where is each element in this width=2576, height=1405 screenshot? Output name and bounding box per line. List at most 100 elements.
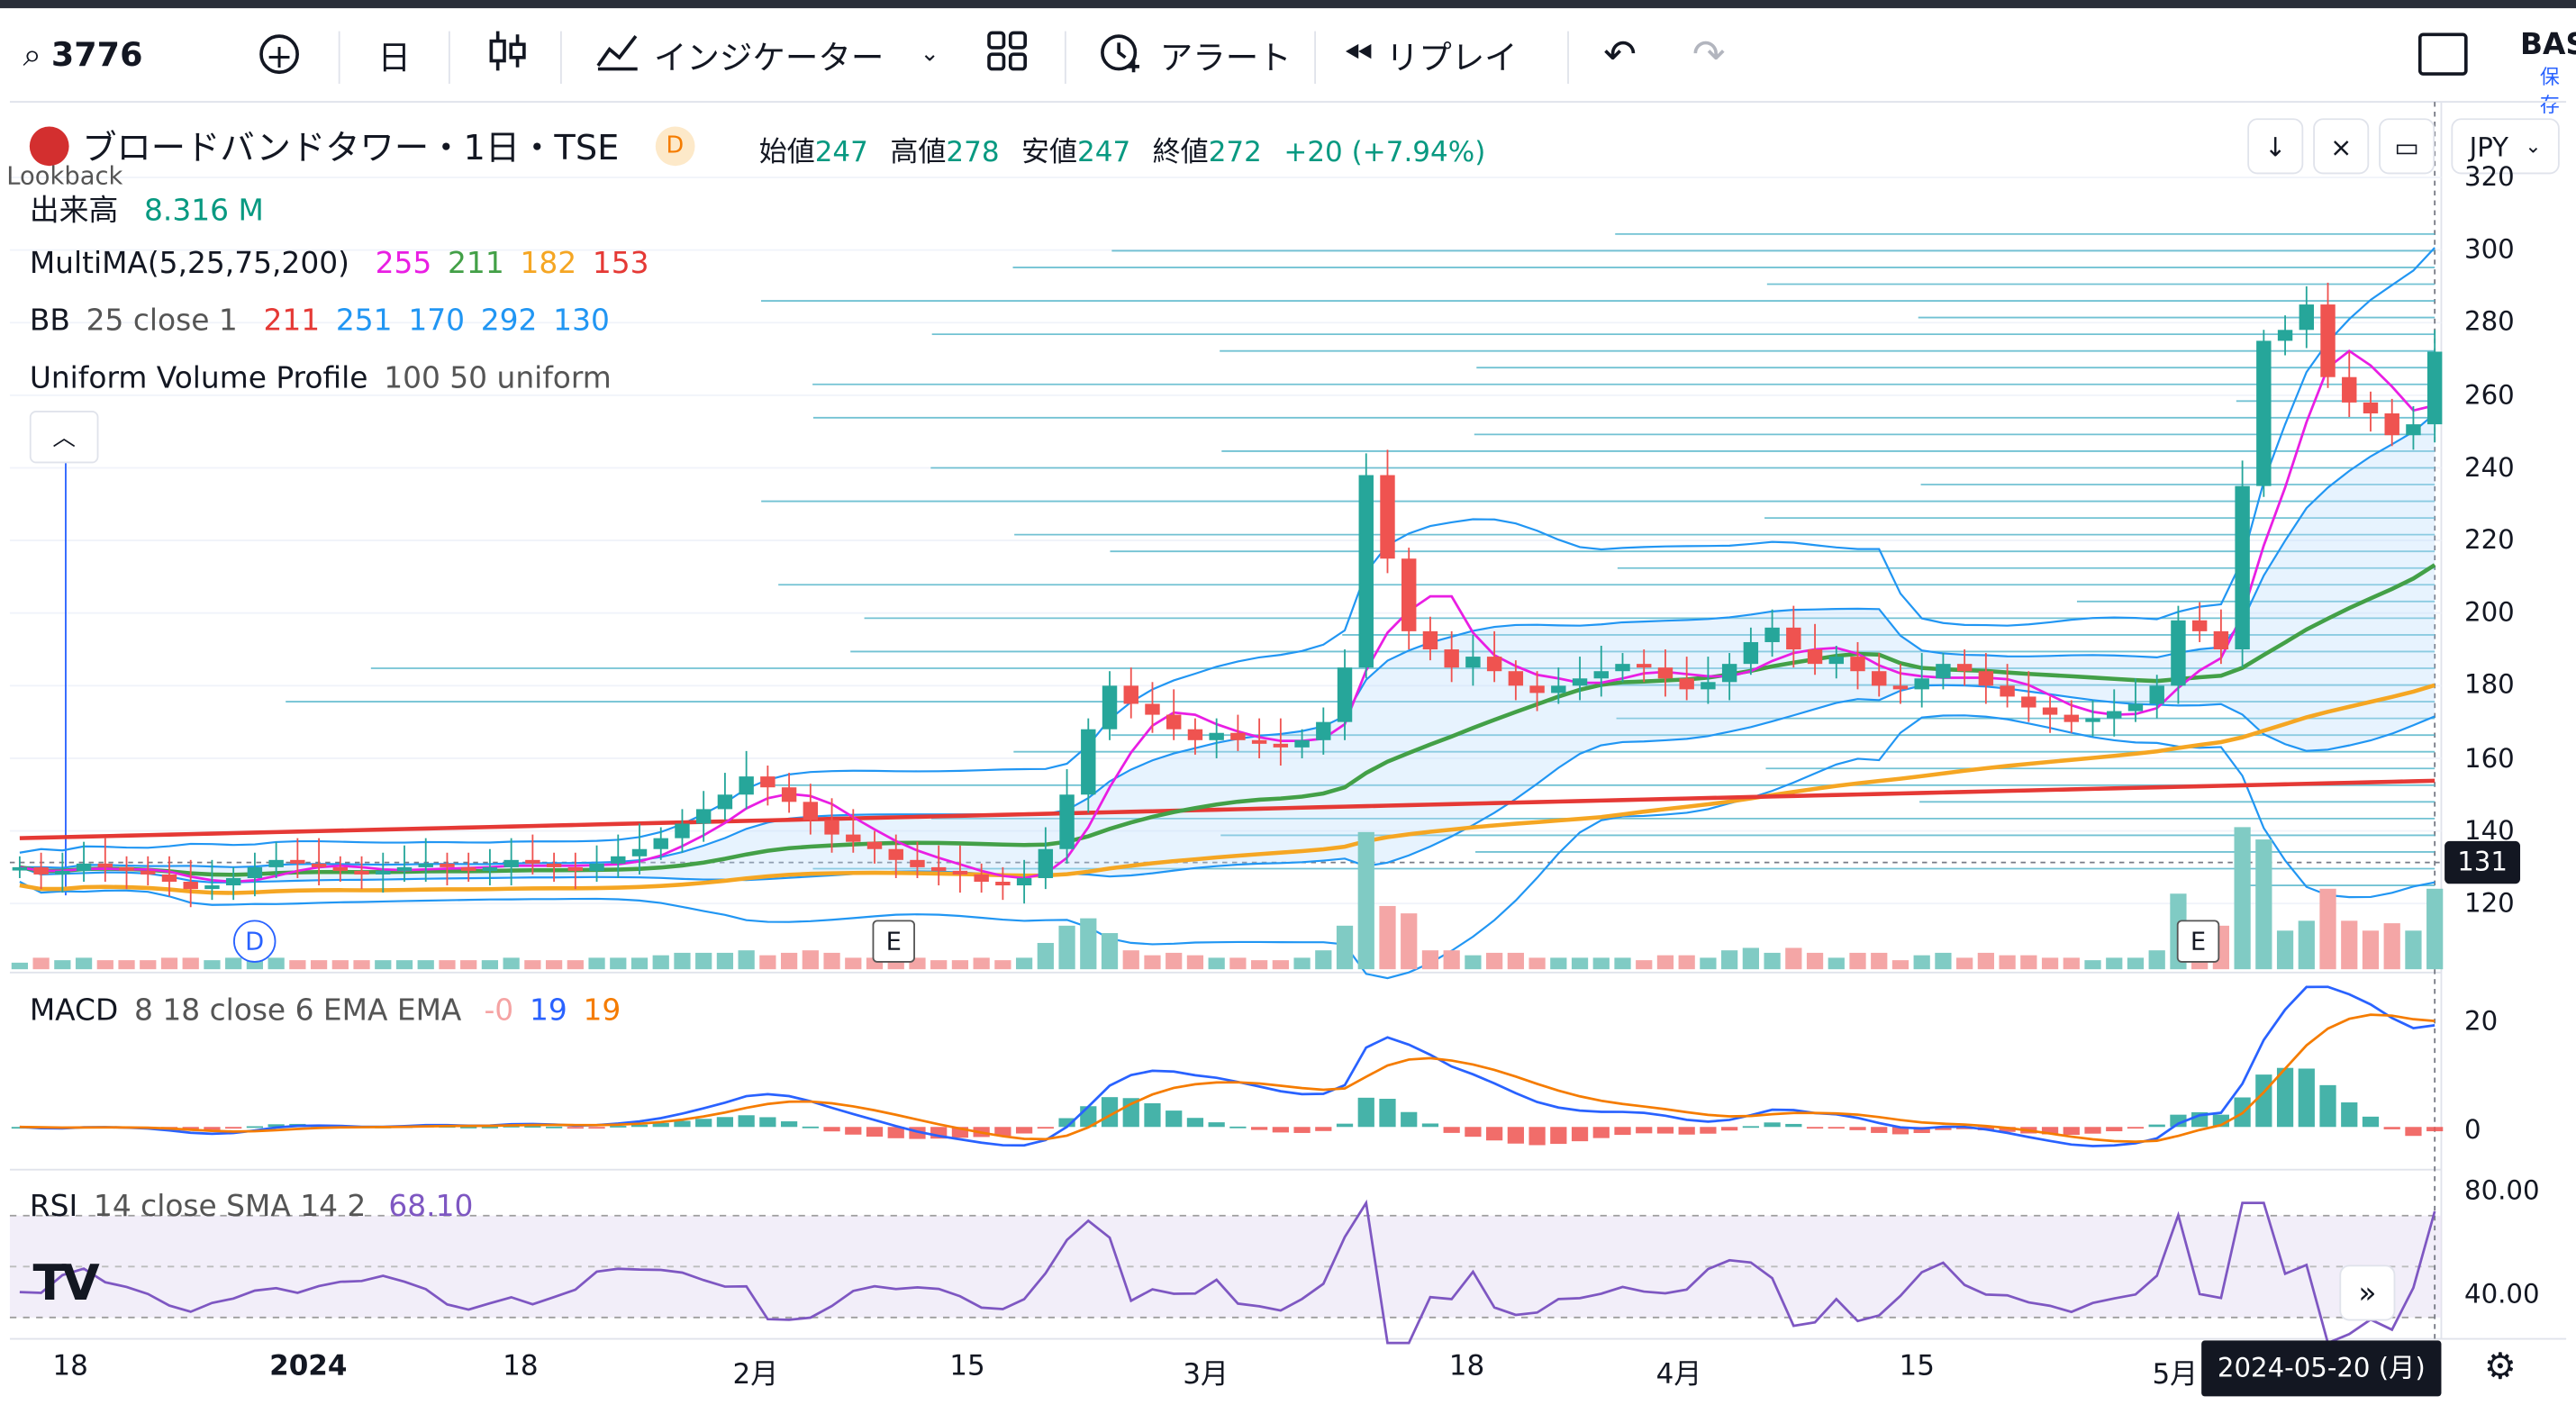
candle-body <box>1187 729 1203 740</box>
undo-button[interactable]: ↶ <box>1603 16 1637 92</box>
currency-select[interactable]: JPY ⌄ <box>2451 118 2560 175</box>
volume-bar <box>1871 952 1888 970</box>
candle-body <box>1872 671 1887 686</box>
scroll-down-button[interactable]: ↓ <box>2247 118 2304 175</box>
rsi-legend[interactable]: RSI 14 close SMA 14 2 68.10 <box>30 1190 480 1224</box>
volume-profile-legend[interactable]: Uniform Volume Profile 100 50 uniform <box>30 361 618 395</box>
double-chevron-right-icon: » <box>2358 1275 2377 1310</box>
dividend-marker[interactable]: D <box>233 920 277 963</box>
macd-axis-label: 0 <box>2464 1113 2481 1146</box>
fullscreen-button[interactable] <box>2417 16 2468 92</box>
macd-hist-bar <box>738 1115 755 1128</box>
high-label: 高値 <box>890 136 947 169</box>
candle-body <box>1764 627 1780 642</box>
volume-bar <box>652 955 669 970</box>
earnings-marker[interactable]: E <box>2176 920 2220 963</box>
candle-body <box>2171 620 2186 686</box>
volume-bar <box>331 960 349 970</box>
macd-hist-bar <box>2170 1114 2187 1128</box>
collapse-legend-button[interactable]: ︿ <box>29 411 99 464</box>
interval-button[interactable]: 日 <box>377 37 411 77</box>
candle-body <box>55 870 70 875</box>
tradingview-logo[interactable]: 𝗧𝗩 <box>32 1255 99 1313</box>
settings-button[interactable]: ⚙ <box>2484 1347 2517 1389</box>
time-label: 18 <box>1448 1350 1485 1383</box>
volume-bar <box>994 960 1011 970</box>
macd-hist-bar <box>1742 1126 1759 1129</box>
symbol-title[interactable]: ブロードバンドタワー・1日・TSE <box>82 128 620 168</box>
macd-hist-bar <box>802 1126 819 1129</box>
candle-body <box>1850 657 1865 672</box>
candle-body <box>1294 739 1310 748</box>
volume-bar <box>503 957 520 970</box>
candle-body <box>2320 304 2336 377</box>
volume-bar <box>1465 955 1482 970</box>
rewind-icon: ⏪︎ <box>1344 33 1374 75</box>
candle-body <box>1209 732 1224 740</box>
alert-button[interactable]: アラート <box>1097 16 1292 92</box>
macd-legend[interactable]: MACD 8 18 close 6 EMA EMA -0 19 19 <box>30 994 628 1029</box>
signal-value: 19 <box>583 993 621 1029</box>
macd-hist-bar <box>1806 1127 1824 1129</box>
candle-body <box>1251 739 1267 744</box>
volume-bar <box>1251 960 1268 970</box>
macd-hist-bar <box>2426 1127 2444 1132</box>
macd-hist-bar <box>1913 1127 1930 1134</box>
market-status-badge: D <box>655 126 695 167</box>
price-axis-label: 120 <box>2464 886 2515 919</box>
candle-body <box>2149 685 2164 704</box>
volume-bar <box>439 960 456 970</box>
candle-body <box>803 802 819 820</box>
candle-body <box>12 866 28 871</box>
candle-body <box>1102 685 1118 730</box>
candle-body <box>1743 641 1759 665</box>
time-label: 4月 <box>1655 1358 1702 1391</box>
candle-body <box>1380 475 1395 559</box>
earnings-marker[interactable]: E <box>872 920 915 963</box>
macd-hist-bar <box>1229 1126 1247 1129</box>
candle-type-button[interactable] <box>486 16 529 92</box>
volume-bar <box>1656 955 1674 970</box>
macd-hist-bar <box>630 1124 649 1128</box>
volume-bar <box>1636 960 1653 970</box>
save-button[interactable]: BAS <box>2520 28 2576 63</box>
volume-bar <box>160 957 178 970</box>
redo-button[interactable]: ↷ <box>1692 16 1726 92</box>
price-axis-label: 200 <box>2464 596 2515 629</box>
macd-hist-bar <box>2276 1067 2294 1128</box>
volume-legend[interactable]: 出来高 8.316 M <box>30 187 270 230</box>
open-value: 247 <box>814 136 868 169</box>
multi-ma-legend[interactable]: MultiMA(5,25,75,200) 255 211 182 153 <box>30 247 656 281</box>
candle-body <box>1721 664 1737 683</box>
candle-body <box>631 848 648 857</box>
volume-bar <box>1293 957 1311 970</box>
volume-bar <box>1891 960 1909 970</box>
bb-lower2-line <box>19 714 2435 980</box>
volume-bar <box>2084 960 2101 970</box>
macd-hist-bar <box>1465 1127 1482 1138</box>
volume-bar <box>973 957 990 970</box>
collapse-button[interactable]: ⨯ <box>2313 118 2370 175</box>
replay-button[interactable]: ⏪︎ リプレイ <box>1344 16 1518 92</box>
add-symbol-button[interactable]: + <box>259 16 299 92</box>
search-icon: ⌕ <box>23 34 41 75</box>
macd-hist-bar <box>1785 1123 1802 1128</box>
macd-hist-bar <box>460 1127 477 1129</box>
scroll-to-realtime-button[interactable]: » <box>2339 1264 2396 1321</box>
bb-value-1: 251 <box>335 304 393 339</box>
candle-body <box>1465 657 1481 668</box>
layouts-button[interactable] <box>985 16 1028 92</box>
symbol-search[interactable]: ⌕ 3776 <box>23 16 143 92</box>
macd-hist-bar <box>1357 1097 1374 1128</box>
volume-bar <box>2383 923 2400 970</box>
indicators-button[interactable]: インジケーター ⌄ <box>594 16 939 92</box>
maximize-pane-button[interactable]: ▭ <box>2379 118 2435 175</box>
alarm-clock-icon <box>1097 27 1143 81</box>
volume-bar <box>2127 957 2145 970</box>
time-label: 18 <box>52 1350 88 1383</box>
macd-hist-bar <box>2319 1084 2336 1128</box>
volume-bar <box>1550 957 1567 970</box>
bb-legend[interactable]: BB 25 close 1 211 251 170 292 130 <box>30 304 616 338</box>
macd-hist-bar <box>1678 1127 1695 1135</box>
